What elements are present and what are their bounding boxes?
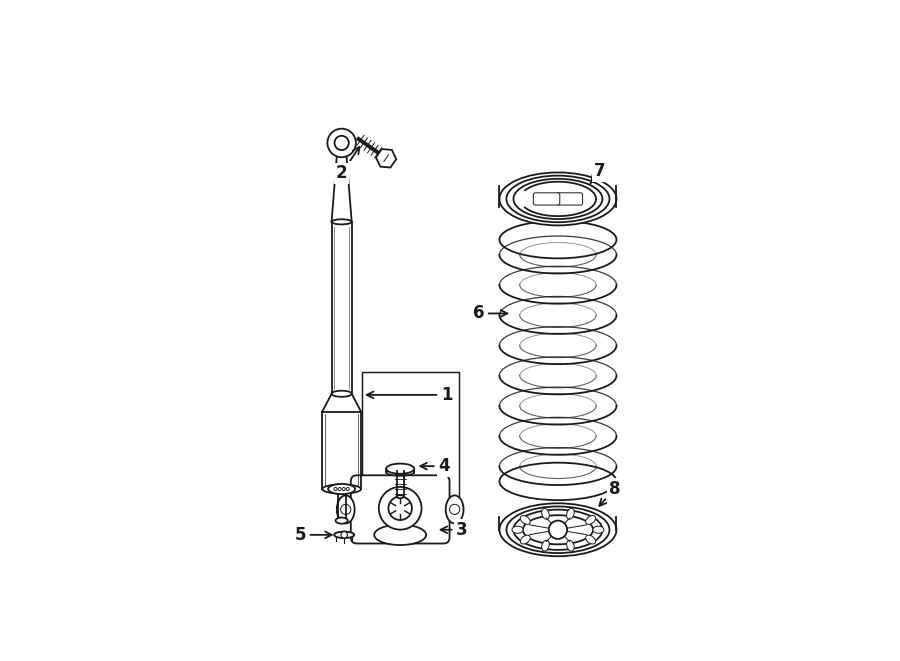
Circle shape xyxy=(341,531,347,538)
Ellipse shape xyxy=(500,463,616,500)
Ellipse shape xyxy=(500,221,616,258)
Circle shape xyxy=(379,487,421,529)
Ellipse shape xyxy=(331,219,352,224)
Text: 8: 8 xyxy=(599,480,620,506)
Ellipse shape xyxy=(397,495,404,498)
Text: 1: 1 xyxy=(367,386,453,404)
Text: 2: 2 xyxy=(336,147,359,182)
Ellipse shape xyxy=(542,508,549,520)
Ellipse shape xyxy=(386,463,414,474)
Ellipse shape xyxy=(586,516,596,524)
Circle shape xyxy=(449,504,460,514)
Ellipse shape xyxy=(386,469,414,476)
Circle shape xyxy=(342,488,346,490)
Circle shape xyxy=(389,496,412,520)
FancyBboxPatch shape xyxy=(534,193,560,205)
Ellipse shape xyxy=(500,503,616,556)
Circle shape xyxy=(549,521,567,539)
Circle shape xyxy=(335,136,349,150)
Polygon shape xyxy=(376,149,396,167)
Text: 4: 4 xyxy=(420,457,450,475)
Ellipse shape xyxy=(523,515,593,544)
FancyBboxPatch shape xyxy=(351,475,449,543)
Circle shape xyxy=(340,504,351,514)
Ellipse shape xyxy=(337,495,355,524)
FancyBboxPatch shape xyxy=(556,193,582,205)
Ellipse shape xyxy=(542,540,549,551)
Ellipse shape xyxy=(446,495,464,524)
Text: 5: 5 xyxy=(294,526,332,544)
Ellipse shape xyxy=(520,535,530,544)
Circle shape xyxy=(338,488,341,490)
Ellipse shape xyxy=(514,179,602,219)
Ellipse shape xyxy=(374,525,426,545)
Text: 7: 7 xyxy=(590,162,605,184)
Ellipse shape xyxy=(514,510,602,550)
Circle shape xyxy=(328,129,356,157)
Ellipse shape xyxy=(507,506,609,553)
Ellipse shape xyxy=(539,194,565,204)
Ellipse shape xyxy=(322,485,361,494)
Ellipse shape xyxy=(334,531,355,538)
Ellipse shape xyxy=(328,484,356,494)
Ellipse shape xyxy=(520,516,530,524)
Text: 6: 6 xyxy=(472,305,508,323)
Circle shape xyxy=(346,488,349,490)
Ellipse shape xyxy=(586,535,596,544)
Ellipse shape xyxy=(500,173,616,225)
Ellipse shape xyxy=(593,526,604,533)
Ellipse shape xyxy=(567,540,574,551)
Text: 3: 3 xyxy=(441,521,468,539)
Circle shape xyxy=(334,488,338,490)
Ellipse shape xyxy=(567,508,574,520)
Ellipse shape xyxy=(512,526,523,533)
Ellipse shape xyxy=(507,176,609,222)
Ellipse shape xyxy=(331,391,352,397)
Ellipse shape xyxy=(336,518,347,524)
